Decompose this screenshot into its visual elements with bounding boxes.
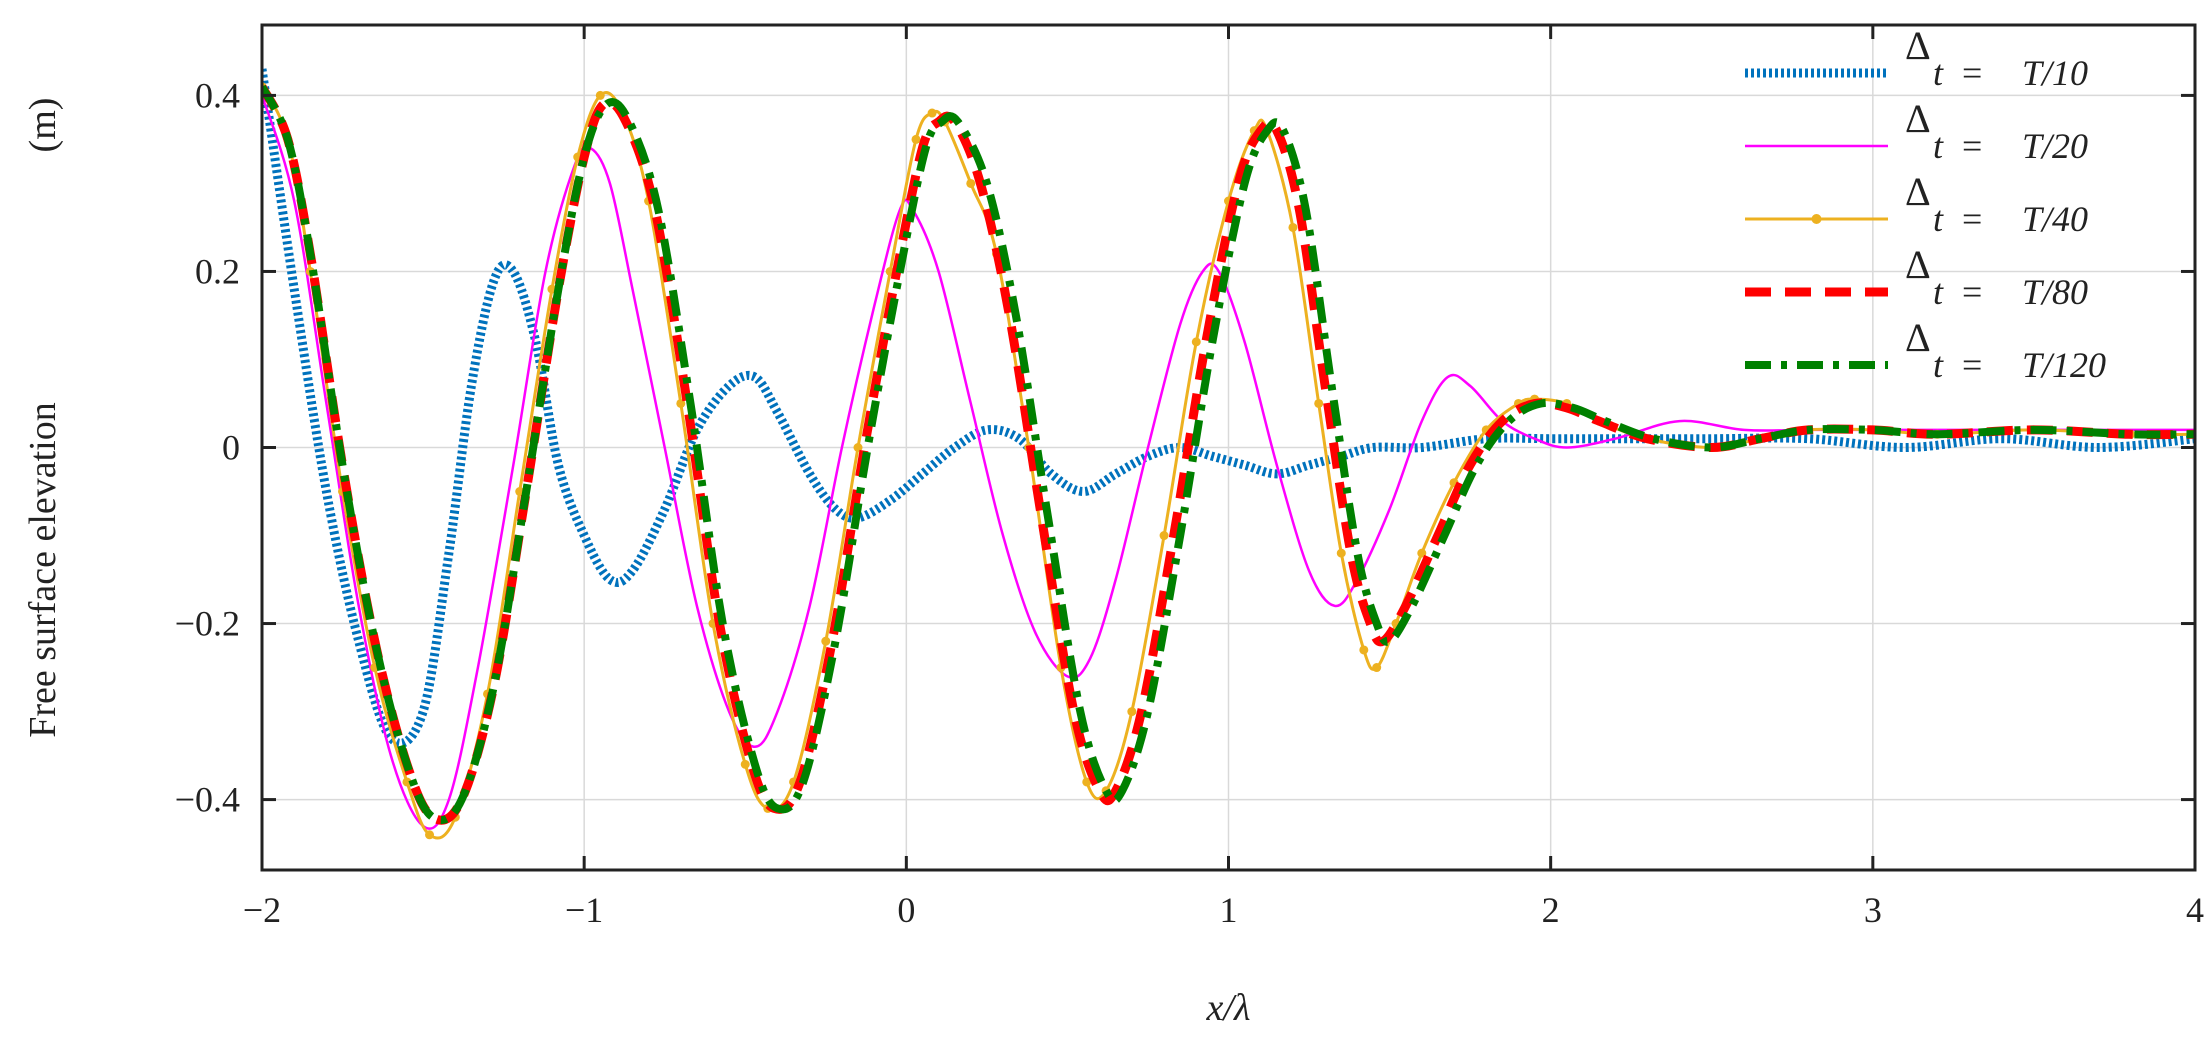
series-point-2-39 xyxy=(1314,398,1324,408)
legend-item-0: Δt = T/10 xyxy=(1745,23,2088,93)
legend-subscript-4: t xyxy=(1933,345,1944,385)
series-point-2-33 xyxy=(1159,531,1169,541)
series-point-2-26 xyxy=(966,178,976,188)
y-tick-label-1: −0.2 xyxy=(175,604,240,644)
legend-label-0: T/10 xyxy=(2022,53,2088,93)
series-4 xyxy=(262,84,2195,825)
series-point-2-5 xyxy=(402,777,412,787)
series-line-0 xyxy=(262,68,2195,748)
y-axis-unit: (m) xyxy=(22,98,64,153)
series-point-2-40 xyxy=(1336,548,1346,558)
series-point-2-42 xyxy=(1372,663,1382,673)
y-axis-title: Free surface elevation xyxy=(22,402,64,738)
legend-delta-3: Δ xyxy=(1905,242,1931,287)
series-point-2-24 xyxy=(927,108,937,118)
series-point-2-21 xyxy=(853,443,863,452)
x-tick-label-1: −1 xyxy=(565,890,603,930)
legend-subscript-3: t xyxy=(1933,272,1944,312)
legend-item-1: Δt = T/20 xyxy=(1745,96,2088,166)
x-tick-label-3: 1 xyxy=(1220,890,1238,930)
y-tick-label-2: 0 xyxy=(222,428,240,468)
series-0 xyxy=(262,68,2195,748)
series-point-2-34 xyxy=(1191,337,1201,347)
legend-label-2: T/40 xyxy=(2022,199,2088,239)
legend-equals-1: = xyxy=(1962,126,1982,166)
legend-subscript-1: t xyxy=(1933,126,1944,166)
tick-labels: −2 −1 0 1 2 3 4 −0.4 −0.2 0 0.2 0.4 xyxy=(175,75,2204,930)
series-point-2-12 xyxy=(595,90,605,100)
legend: Δt = T/10 Δt = T/20 Δt = T/40 Δt = T/80 Δt = T/120 xyxy=(1745,23,2106,385)
legend-label-3: T/80 xyxy=(2022,272,2088,312)
series-point-2-41 xyxy=(1359,645,1369,655)
legend-label-4: T/120 xyxy=(2022,345,2106,385)
legend-delta-0: Δ xyxy=(1905,23,1931,68)
series-point-2-17 xyxy=(740,759,750,769)
x-tick-label-6: 4 xyxy=(2186,890,2204,930)
series-point-2-30 xyxy=(1082,777,1092,787)
legend-subscript-2: t xyxy=(1933,199,1944,239)
legend-subscript-0: t xyxy=(1933,53,1944,93)
y-tick-label-3: 0.2 xyxy=(195,251,240,291)
legend-item-4: Δt = T/120 xyxy=(1745,315,2106,385)
y-tick-label-0: −0.4 xyxy=(175,780,240,820)
x-tick-label-4: 2 xyxy=(1542,890,1560,930)
series-line-4 xyxy=(262,84,2195,825)
legend-equals-2: = xyxy=(1962,199,1982,239)
x-axis-title: x/λ xyxy=(1206,987,1251,1029)
series-point-2-38 xyxy=(1288,222,1298,232)
axes-frame xyxy=(260,23,2197,872)
legend-delta-2: Δ xyxy=(1905,169,1931,214)
y-tick-label-4: 0.4 xyxy=(195,75,240,115)
series-point-2-6 xyxy=(425,830,435,840)
legend-item-2: Δt = T/40 xyxy=(1745,169,2088,239)
series-point-2-15 xyxy=(676,398,686,408)
x-tick-label-5: 3 xyxy=(1864,890,1882,930)
legend-label-1: T/20 xyxy=(2022,126,2088,166)
legend-equals-3: = xyxy=(1962,272,1982,312)
grid-lines xyxy=(262,25,2195,870)
series-point-2-44 xyxy=(1417,548,1427,558)
series-line-2 xyxy=(262,85,2195,840)
x-tick-label-2: 0 xyxy=(897,890,915,930)
series-point-2-20 xyxy=(821,636,831,646)
series-point-2-32 xyxy=(1127,707,1137,717)
x-tick-label-0: −2 xyxy=(243,890,281,930)
plot-area xyxy=(262,68,2195,840)
legend-item-3: Δt = T/80 xyxy=(1745,242,2088,312)
legend-delta-4: Δ xyxy=(1905,315,1931,360)
legend-marker-2 xyxy=(1811,214,1822,224)
legend-equals-0: = xyxy=(1962,53,1982,93)
series-point-2-23 xyxy=(911,134,921,144)
legend-delta-1: Δ xyxy=(1905,96,1931,141)
legend-equals-4: = xyxy=(1962,345,1982,385)
